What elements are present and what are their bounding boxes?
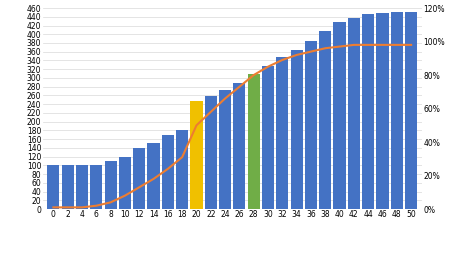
- Bar: [247, 75, 260, 209]
- Bar: [262, 66, 274, 209]
- Bar: [376, 13, 389, 209]
- Bar: [391, 12, 403, 209]
- Bar: [348, 18, 360, 209]
- Bar: [205, 96, 217, 209]
- Bar: [105, 161, 117, 209]
- Bar: [162, 135, 174, 209]
- Bar: [133, 148, 146, 209]
- Bar: [233, 83, 246, 209]
- Bar: [405, 12, 417, 209]
- Bar: [119, 157, 131, 209]
- Bar: [219, 90, 231, 209]
- Bar: [76, 165, 88, 209]
- Bar: [147, 143, 160, 209]
- Bar: [191, 101, 202, 209]
- Bar: [291, 50, 303, 209]
- Bar: [47, 165, 59, 209]
- Bar: [305, 41, 317, 209]
- Bar: [62, 165, 74, 209]
- Bar: [319, 31, 331, 209]
- Bar: [362, 14, 374, 209]
- Bar: [276, 57, 288, 209]
- Bar: [334, 22, 346, 209]
- Bar: [90, 165, 102, 209]
- Bar: [176, 131, 188, 209]
